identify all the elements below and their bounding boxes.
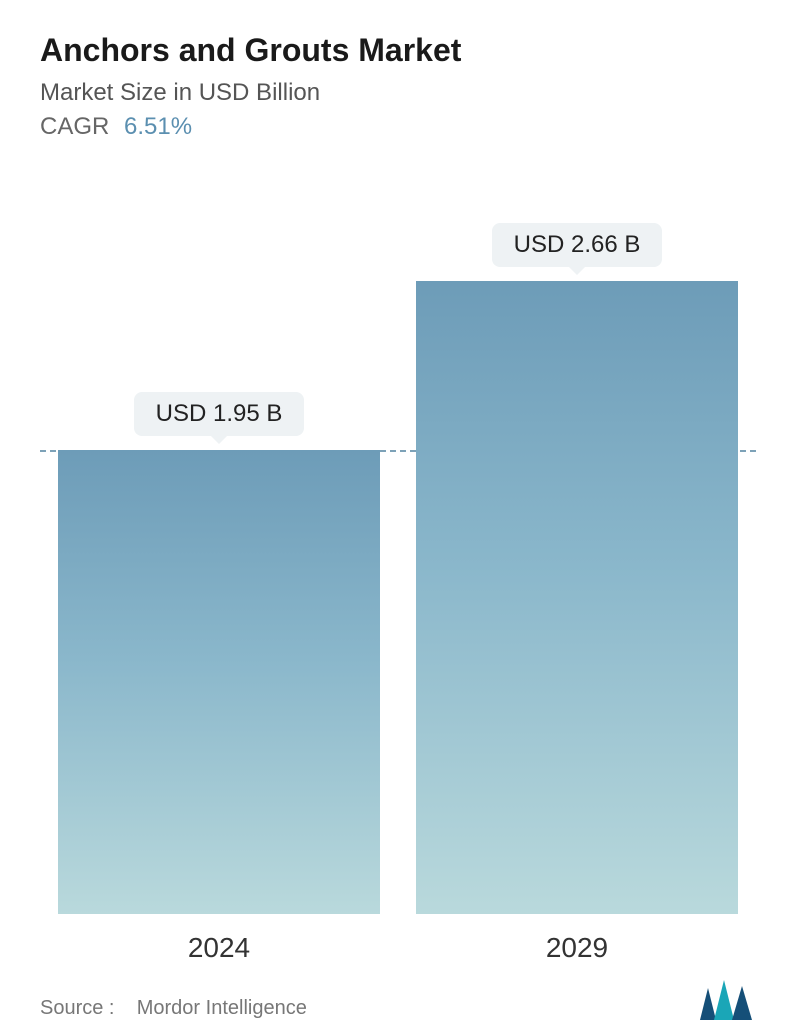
cagr-row: CAGR 6.51%: [40, 113, 756, 141]
chart-subtitle: Market Size in USD Billion: [40, 79, 756, 107]
value-badge: USD 1.95 B: [134, 392, 305, 436]
bar: [58, 450, 380, 914]
chart-area: USD 1.95 B USD 2.66 B: [40, 200, 756, 914]
x-axis: 2024 2029: [40, 932, 756, 964]
x-tick: 2024: [58, 932, 380, 964]
bar-slot: USD 2.66 B: [416, 200, 738, 914]
bar-group: USD 1.95 B USD 2.66 B: [40, 200, 756, 914]
cagr-label: CAGR: [40, 113, 109, 140]
x-tick: 2029: [416, 932, 738, 964]
value-badge: USD 2.66 B: [492, 223, 663, 267]
brand-logo: [700, 980, 756, 1020]
source-text: Source : Mordor Intelligence: [40, 997, 307, 1020]
cagr-value: 6.51%: [124, 113, 192, 140]
header: Anchors and Grouts Market Market Size in…: [0, 0, 796, 141]
source-label: Source :: [40, 997, 114, 1019]
bar-slot: USD 1.95 B: [58, 200, 380, 914]
footer: Source : Mordor Intelligence: [40, 980, 756, 1020]
chart-title: Anchors and Grouts Market: [40, 32, 756, 69]
source-name: Mordor Intelligence: [137, 997, 307, 1019]
bar: [416, 281, 738, 914]
